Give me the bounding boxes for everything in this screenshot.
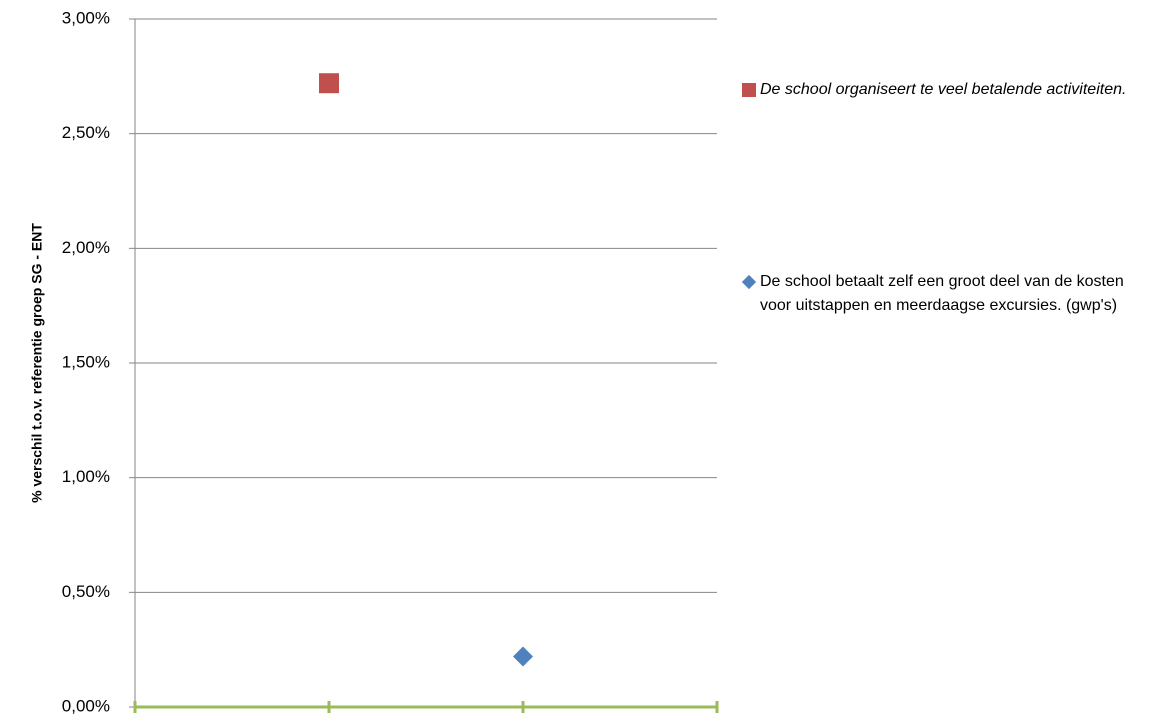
marker	[319, 73, 339, 94]
legend-swatch	[741, 274, 757, 290]
legend-label: De school betaalt zelf een groot deel va…	[760, 273, 1124, 314]
legend-item: De school betaalt zelf een groot deel va…	[741, 270, 1152, 318]
y-tick-label: 2,00%	[62, 238, 110, 257]
y-tick-label: 0,00%	[62, 696, 110, 715]
y-tick-label: 0,50%	[62, 582, 110, 601]
y-tick-label: 1,00%	[62, 467, 110, 486]
y-axis-label: % verschil t.o.v. referentie groep SG - …	[29, 223, 45, 503]
marker	[513, 646, 533, 667]
y-tick-label: 3,00%	[62, 8, 110, 27]
legend-label: De school organiseert te veel betalende …	[760, 81, 1127, 98]
legend-swatch	[742, 83, 756, 97]
y-tick-label: 1,50%	[62, 352, 110, 371]
legend-item: De school organiseert te veel betalende …	[742, 78, 1152, 102]
y-tick-label: 2,50%	[62, 123, 110, 142]
